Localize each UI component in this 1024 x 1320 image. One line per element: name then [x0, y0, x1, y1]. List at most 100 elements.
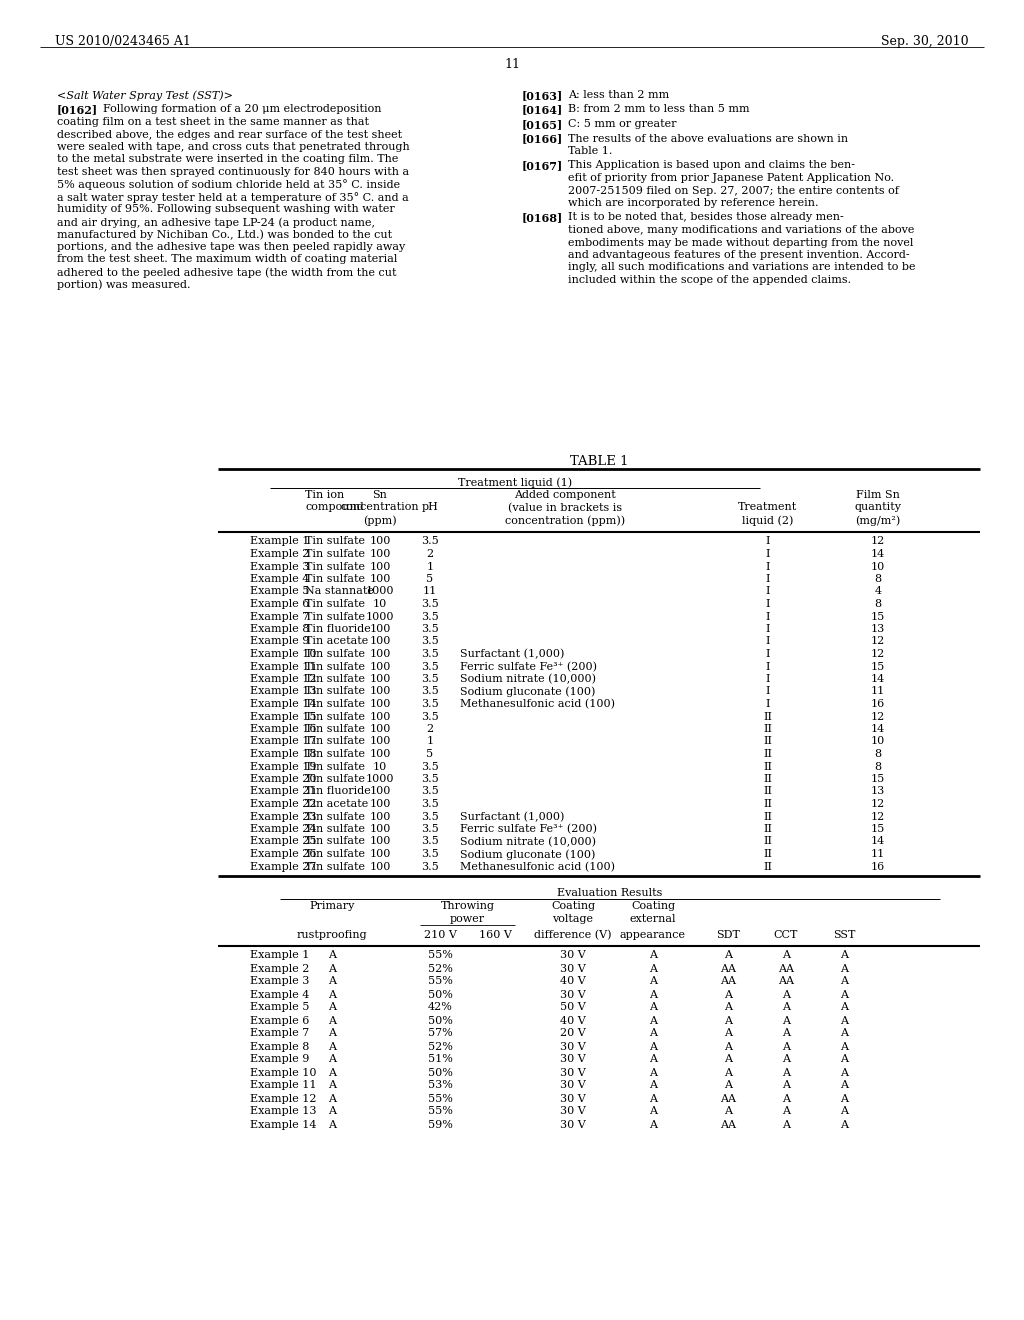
Text: manufactured by Nichiban Co., Ltd.) was bonded to the cut: manufactured by Nichiban Co., Ltd.) was …: [57, 230, 392, 240]
Text: II: II: [764, 774, 772, 784]
Text: I: I: [766, 624, 770, 634]
Text: Tin acetate: Tin acetate: [305, 799, 369, 809]
Text: A: A: [649, 1093, 657, 1104]
Text: This Application is based upon and claims the ben-: This Application is based upon and claim…: [568, 161, 855, 170]
Text: I: I: [766, 536, 770, 546]
Text: II: II: [764, 824, 772, 834]
Text: [0162]: [0162]: [57, 104, 98, 116]
Text: 12: 12: [870, 799, 885, 809]
Text: II: II: [764, 849, 772, 859]
Text: A: A: [782, 1041, 790, 1052]
Text: 55%: 55%: [428, 1106, 453, 1117]
Text: A: A: [782, 1055, 790, 1064]
Text: 16: 16: [870, 862, 885, 871]
Text: A: A: [328, 1015, 336, 1026]
Text: 55%: 55%: [428, 977, 453, 986]
Text: Example 15: Example 15: [250, 711, 316, 722]
Text: It is to be noted that, besides those already men-: It is to be noted that, besides those al…: [568, 213, 844, 223]
Text: A: A: [649, 977, 657, 986]
Text: I: I: [766, 636, 770, 647]
Text: 3.5: 3.5: [421, 536, 439, 546]
Text: Table 1.: Table 1.: [568, 147, 612, 156]
Text: A: A: [782, 1028, 790, 1039]
Text: A: A: [724, 1041, 732, 1052]
Text: US 2010/0243465 A1: US 2010/0243465 A1: [55, 36, 190, 48]
Text: 1000: 1000: [366, 774, 394, 784]
Text: [0165]: [0165]: [522, 119, 563, 129]
Text: 42%: 42%: [428, 1002, 453, 1012]
Text: 5% aqueous solution of sodium chloride held at 35° C. inside: 5% aqueous solution of sodium chloride h…: [57, 180, 400, 190]
Text: 11: 11: [870, 686, 885, 697]
Text: Example 13: Example 13: [250, 686, 316, 697]
Text: II: II: [764, 762, 772, 771]
Text: Example 4: Example 4: [250, 990, 309, 999]
Text: 3.5: 3.5: [421, 611, 439, 622]
Text: 12: 12: [870, 536, 885, 546]
Text: Tin sulfate: Tin sulfate: [305, 561, 365, 572]
Text: portion) was measured.: portion) was measured.: [57, 280, 190, 290]
Text: 100: 100: [370, 574, 391, 583]
Text: 100: 100: [370, 636, 391, 647]
Text: I: I: [766, 675, 770, 684]
Text: 3.5: 3.5: [421, 675, 439, 684]
Text: 16: 16: [870, 700, 885, 709]
Text: Example 19: Example 19: [250, 762, 316, 771]
Text: A: A: [649, 1002, 657, 1012]
Text: A: A: [649, 1119, 657, 1130]
Text: The results of the above evaluations are shown in: The results of the above evaluations are…: [568, 133, 848, 144]
Text: included within the scope of the appended claims.: included within the scope of the appende…: [568, 275, 851, 285]
Text: 3.5: 3.5: [421, 599, 439, 609]
Text: test sheet was then sprayed continuously for 840 hours with a: test sheet was then sprayed continuously…: [57, 168, 410, 177]
Text: Tin sulfate: Tin sulfate: [305, 862, 365, 871]
Text: A: A: [840, 950, 848, 961]
Text: Coating: Coating: [551, 902, 595, 911]
Text: A: A: [724, 1055, 732, 1064]
Text: Example 7: Example 7: [250, 1028, 309, 1039]
Text: 11: 11: [504, 58, 520, 71]
Text: 100: 100: [370, 837, 391, 846]
Text: 3.5: 3.5: [421, 862, 439, 871]
Text: 14: 14: [870, 675, 885, 684]
Text: A: A: [840, 964, 848, 974]
Text: voltage: voltage: [553, 913, 594, 924]
Text: Example 16: Example 16: [250, 723, 316, 734]
Text: Example 2: Example 2: [250, 549, 309, 558]
Text: Surfactant (1,000): Surfactant (1,000): [460, 812, 564, 822]
Text: Tin ion: Tin ion: [305, 490, 344, 500]
Text: 20 V: 20 V: [560, 1028, 586, 1039]
Text: [0166]: [0166]: [522, 133, 563, 144]
Text: Tin sulfate: Tin sulfate: [305, 686, 365, 697]
Text: <Salt Water Spray Test (SST)>: <Salt Water Spray Test (SST)>: [57, 90, 233, 100]
Text: 100: 100: [370, 675, 391, 684]
Text: A: A: [840, 977, 848, 986]
Text: A: A: [328, 1068, 336, 1077]
Text: 100: 100: [370, 824, 391, 834]
Text: Following formation of a 20 μm electrodeposition: Following formation of a 20 μm electrode…: [103, 104, 382, 115]
Text: II: II: [764, 787, 772, 796]
Text: 14: 14: [870, 723, 885, 734]
Text: Example 5: Example 5: [250, 1002, 309, 1012]
Text: Tin sulfate: Tin sulfate: [305, 611, 365, 622]
Text: concentration (ppm)): concentration (ppm)): [505, 515, 625, 525]
Text: 59%: 59%: [428, 1119, 453, 1130]
Text: Example 9: Example 9: [250, 1055, 309, 1064]
Text: 30 V: 30 V: [560, 1081, 586, 1090]
Text: A: A: [328, 990, 336, 999]
Text: Example 17: Example 17: [250, 737, 316, 747]
Text: [0163]: [0163]: [522, 90, 563, 102]
Text: Tin sulfate: Tin sulfate: [305, 649, 365, 659]
Text: 100: 100: [370, 862, 391, 871]
Text: 30 V: 30 V: [560, 950, 586, 961]
Text: A: A: [724, 1002, 732, 1012]
Text: 100: 100: [370, 624, 391, 634]
Text: Example 2: Example 2: [250, 964, 309, 974]
Text: embodiments may be made without departing from the novel: embodiments may be made without departin…: [568, 238, 913, 248]
Text: Example 22: Example 22: [250, 799, 316, 809]
Text: Ferric sulfate Fe³⁺ (200): Ferric sulfate Fe³⁺ (200): [460, 824, 597, 834]
Text: Film Sn: Film Sn: [856, 490, 900, 500]
Text: SST: SST: [833, 931, 855, 940]
Text: 100: 100: [370, 700, 391, 709]
Text: 3.5: 3.5: [421, 774, 439, 784]
Text: Example 14: Example 14: [250, 1119, 316, 1130]
Text: which are incorporated by reference herein.: which are incorporated by reference here…: [568, 198, 818, 209]
